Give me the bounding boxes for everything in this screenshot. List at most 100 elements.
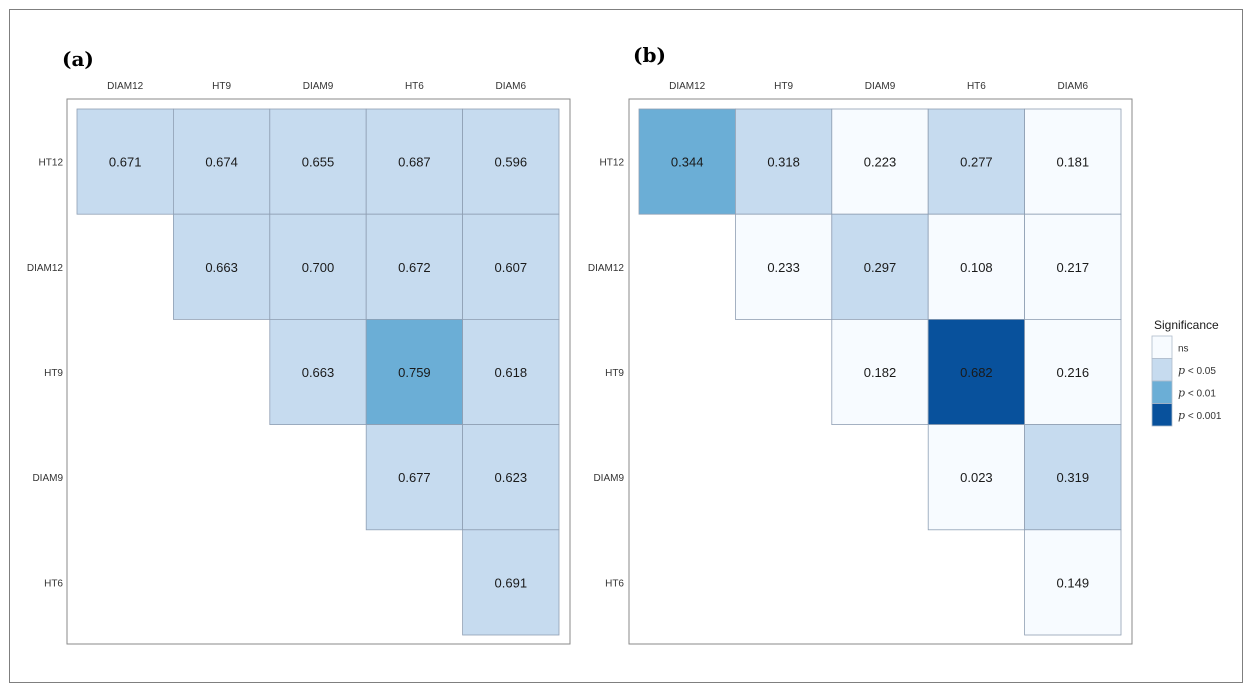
- legend-p-symbol: p: [1178, 386, 1185, 399]
- legend-item-label: p < 0.001: [1178, 409, 1222, 422]
- cell-value: 0.149: [1057, 575, 1090, 590]
- legend-swatch: [1151, 358, 1173, 382]
- cell-value: 0.023: [960, 470, 993, 485]
- column-label: HT9: [212, 81, 231, 92]
- column-label: DIAM12: [669, 81, 706, 92]
- heatmap-cell: [1024, 529, 1122, 636]
- legend-threshold: < 0.001: [1185, 411, 1222, 422]
- row-label: DIAM12: [27, 263, 64, 274]
- cell-value: 0.674: [205, 155, 238, 170]
- heatmap-cell: [269, 108, 367, 215]
- heatmap-cell: [269, 213, 367, 320]
- column-label: HT6: [405, 81, 424, 92]
- cell-value: 0.318: [767, 155, 800, 170]
- heatmap-cell: [172, 213, 271, 320]
- cell-value: 0.216: [1057, 365, 1090, 380]
- heatmap-cell: [831, 108, 929, 215]
- heatmap-cell: [462, 529, 560, 636]
- heatmap-cell: [831, 318, 929, 425]
- cell-value: 0.672: [398, 260, 431, 275]
- cell-value: 0.223: [864, 155, 897, 170]
- column-label: HT6: [967, 81, 986, 92]
- column-label: DIAM6: [1058, 81, 1089, 92]
- cell-value: 0.623: [495, 470, 528, 485]
- legend-threshold: < 0.05: [1185, 366, 1216, 377]
- heatmap-cell: [638, 108, 736, 215]
- figure-frame: [9, 9, 1243, 683]
- column-label: DIAM9: [303, 81, 334, 92]
- legend-item-label: p < 0.05: [1178, 364, 1216, 377]
- heatmap-cell: [927, 213, 1026, 320]
- panel-label: (b): [633, 43, 666, 67]
- heatmap-cell: [269, 318, 367, 425]
- cell-value: 0.682: [960, 365, 993, 380]
- heatmap-cell: [1024, 318, 1122, 425]
- cell-value: 0.618: [495, 365, 528, 380]
- cell-value: 0.277: [960, 155, 993, 170]
- column-label: DIAM9: [865, 81, 896, 92]
- cell-value: 0.607: [495, 260, 528, 275]
- legend-title: Significance: [1154, 318, 1219, 332]
- row-label: HT6: [44, 578, 63, 589]
- panel-border: [66, 98, 571, 645]
- heatmap-cell: [1024, 108, 1122, 215]
- legend-p-symbol: p: [1178, 364, 1185, 377]
- cell-value: 0.759: [398, 365, 431, 380]
- cell-value: 0.671: [109, 155, 142, 170]
- cell-value: 0.319: [1057, 470, 1090, 485]
- heatmap-cell: [462, 213, 560, 320]
- row-label: HT12: [39, 158, 64, 169]
- heatmap-cell: [365, 318, 464, 425]
- heatmap-cell: [927, 424, 1026, 531]
- cell-value: 0.655: [302, 155, 335, 170]
- legend-swatch: [1151, 403, 1173, 427]
- legend-swatch: [1151, 380, 1173, 404]
- row-label: DIAM9: [593, 473, 624, 484]
- legend-swatch: [1151, 335, 1173, 359]
- heatmap-cell: [462, 108, 560, 215]
- heatmap-cell: [462, 424, 560, 531]
- heatmap-cell: [1024, 424, 1122, 531]
- panel-border: [628, 98, 1133, 645]
- row-label: DIAM12: [588, 263, 625, 274]
- column-label: HT9: [774, 81, 793, 92]
- cell-value: 0.297: [864, 260, 897, 275]
- cell-value: 0.182: [864, 365, 897, 380]
- row-label: HT6: [605, 578, 624, 589]
- cell-value: 0.677: [398, 470, 431, 485]
- heatmap-cell: [735, 213, 833, 320]
- legend-item-label: ns: [1178, 343, 1189, 354]
- column-label: DIAM6: [496, 81, 527, 92]
- cell-value: 0.596: [495, 155, 528, 170]
- row-label: DIAM9: [32, 473, 63, 484]
- legend-threshold: ns: [1178, 343, 1189, 354]
- legend-p-symbol: p: [1178, 409, 1185, 422]
- row-label: HT9: [44, 368, 63, 379]
- cell-value: 0.663: [302, 365, 335, 380]
- cell-value: 0.344: [671, 155, 704, 170]
- cell-value: 0.108: [960, 260, 993, 275]
- heatmap-cell: [365, 213, 464, 320]
- row-label: HT12: [600, 158, 625, 169]
- heatmap-cell: [365, 108, 464, 215]
- row-label: HT9: [605, 368, 624, 379]
- heatmap-cell: [927, 108, 1026, 215]
- cell-value: 0.700: [302, 260, 335, 275]
- cell-value: 0.217: [1057, 260, 1090, 275]
- legend-threshold: < 0.01: [1185, 388, 1216, 399]
- heatmap-cell: [76, 108, 174, 215]
- heatmap-cell: [1024, 213, 1122, 320]
- heatmap-cell: [831, 213, 929, 320]
- cell-value: 0.663: [205, 260, 238, 275]
- legend-item-label: p < 0.01: [1178, 386, 1216, 399]
- cell-value: 0.691: [495, 575, 528, 590]
- cell-value: 0.233: [767, 260, 800, 275]
- heatmap-cell: [927, 318, 1026, 425]
- heatmap-cell: [462, 318, 560, 425]
- cell-value: 0.181: [1057, 155, 1090, 170]
- cell-value: 0.687: [398, 155, 431, 170]
- heatmap-cell: [365, 424, 464, 531]
- panel-label: (a): [62, 47, 94, 71]
- column-label: DIAM12: [107, 81, 144, 92]
